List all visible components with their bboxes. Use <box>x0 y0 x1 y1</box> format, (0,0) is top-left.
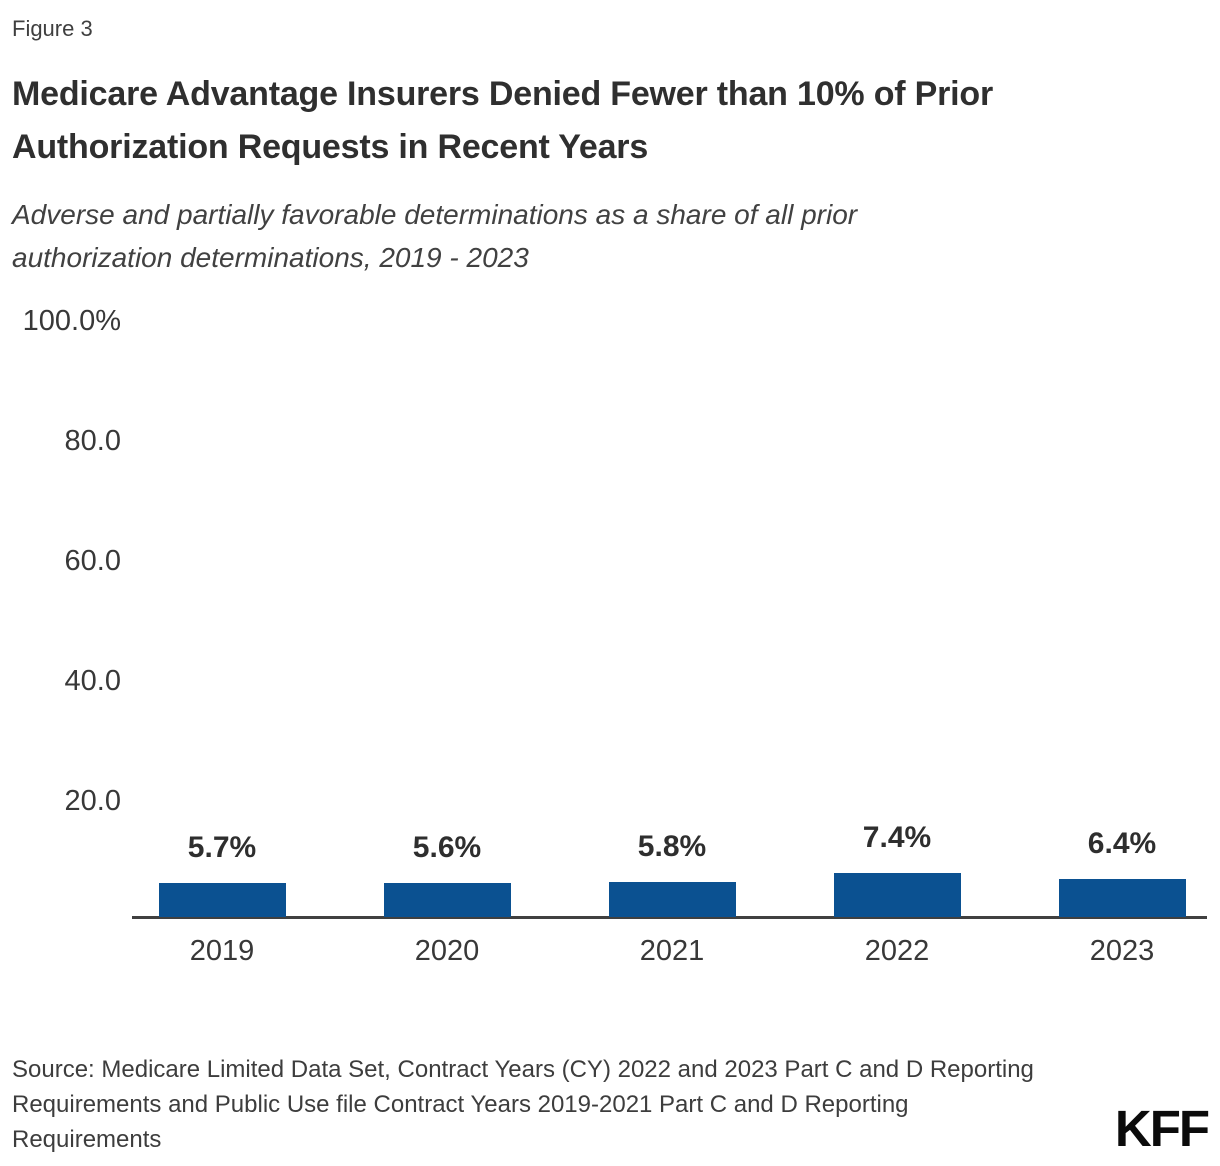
bar-value-label-2022: 7.4% <box>862 821 932 854</box>
source-note-line-2: Requirements and Public Use file Contrac… <box>12 1091 909 1118</box>
x-axis-tick-label-2021: 2021 <box>639 935 705 967</box>
y-axis-tick-label-40: 40.0 <box>64 665 121 697</box>
bar-value-label-2023: 6.4% <box>1087 827 1157 860</box>
y-axis-tick-label-100: 100.0% <box>22 305 121 337</box>
bar-2023 <box>1058 879 1186 917</box>
source-note-line-1: Source: Medicare Limited Data Set, Contr… <box>12 1056 1034 1083</box>
x-axis-tick-label-2020: 2020 <box>414 935 480 967</box>
x-axis-line <box>132 916 1207 919</box>
kff-logo: KFF <box>1114 1100 1210 1157</box>
figure-label: Figure 3 <box>12 16 93 41</box>
bar-2022 <box>833 873 961 917</box>
bar-2021 <box>608 882 736 917</box>
bar-2020 <box>383 883 511 917</box>
bar-2019 <box>158 883 286 917</box>
bar-value-label-2020: 5.6% <box>412 831 482 864</box>
chart-subtitle-line-1: Adverse and partially favorable determin… <box>12 199 858 230</box>
chart-subtitle-line-2: authorization determinations, 2019 - 202… <box>12 242 529 273</box>
chart-subtitle: Adverse and partially favorable determin… <box>12 193 1202 279</box>
source-note-line-3: Requirements <box>12 1126 162 1153</box>
chart-title: Medicare Advantage Insurers Denied Fewer… <box>12 68 1202 174</box>
chart-title-line-2: Authorization Requests in Recent Years <box>12 128 649 166</box>
x-axis-tick-label-2023: 2023 <box>1089 935 1155 967</box>
y-axis-tick-label-80: 80.0 <box>64 425 121 457</box>
y-axis-tick-label-20: 20.0 <box>64 785 121 817</box>
y-axis-tick-label-60: 60.0 <box>64 545 121 577</box>
bar-value-label-2021: 5.8% <box>637 830 707 863</box>
bar-value-label-2019: 5.7% <box>187 831 257 864</box>
x-axis-tick-label-2019: 2019 <box>189 935 255 967</box>
x-axis-tick-label-2022: 2022 <box>864 935 930 967</box>
chart-title-line-1: Medicare Advantage Insurers Denied Fewer… <box>12 75 993 113</box>
source-note: Source: Medicare Limited Data Set, Contr… <box>12 1052 1102 1157</box>
